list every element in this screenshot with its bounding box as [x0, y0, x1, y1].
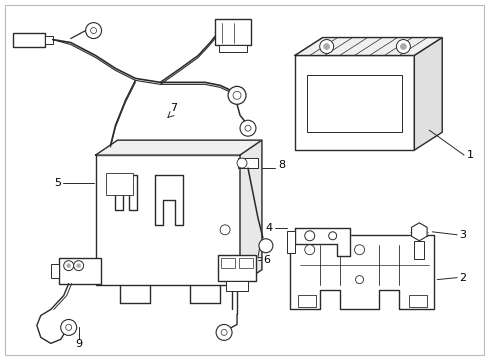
- Circle shape: [244, 125, 250, 131]
- Bar: [306, 75, 402, 132]
- Bar: [215, 19, 250, 45]
- Bar: [413, 241, 424, 259]
- Circle shape: [355, 276, 363, 284]
- Polygon shape: [240, 140, 262, 285]
- Circle shape: [319, 40, 333, 54]
- Bar: [297, 294, 315, 306]
- Polygon shape: [289, 235, 433, 310]
- Circle shape: [240, 120, 255, 136]
- Circle shape: [77, 264, 81, 268]
- Bar: [408, 294, 427, 306]
- Circle shape: [328, 232, 336, 240]
- Circle shape: [85, 23, 102, 39]
- Circle shape: [63, 261, 74, 271]
- Polygon shape: [155, 175, 183, 225]
- Bar: [238, 158, 258, 168]
- Text: 8: 8: [277, 160, 285, 170]
- Text: 3: 3: [458, 230, 465, 240]
- Text: 1: 1: [466, 150, 473, 160]
- Polygon shape: [115, 175, 137, 210]
- Circle shape: [90, 28, 96, 33]
- Circle shape: [400, 44, 406, 50]
- Circle shape: [216, 324, 232, 340]
- Polygon shape: [411, 223, 426, 241]
- Text: 2: 2: [458, 273, 466, 283]
- Polygon shape: [294, 55, 413, 150]
- Circle shape: [237, 158, 246, 168]
- Circle shape: [323, 44, 329, 50]
- Bar: [59, 258, 101, 284]
- Bar: [51, 264, 59, 278]
- Polygon shape: [294, 228, 349, 256]
- Text: 4: 4: [265, 223, 272, 233]
- Text: 5: 5: [54, 178, 61, 188]
- Text: 9: 9: [75, 339, 82, 349]
- Bar: [219, 45, 246, 53]
- Circle shape: [233, 91, 241, 99]
- Bar: [286, 231, 294, 253]
- Circle shape: [220, 225, 229, 235]
- Circle shape: [227, 86, 245, 104]
- Bar: [218, 255, 255, 280]
- Circle shape: [65, 324, 72, 330]
- Circle shape: [304, 231, 314, 241]
- Text: 7: 7: [170, 103, 177, 113]
- Circle shape: [74, 261, 83, 271]
- Circle shape: [259, 239, 272, 253]
- Text: 6: 6: [263, 255, 269, 265]
- Bar: [105, 173, 133, 195]
- Polygon shape: [95, 155, 240, 285]
- Circle shape: [354, 245, 364, 255]
- Polygon shape: [95, 140, 262, 155]
- Bar: [221, 258, 235, 268]
- Bar: [13, 32, 45, 46]
- Bar: [45, 36, 53, 44]
- Circle shape: [221, 329, 226, 336]
- Circle shape: [304, 245, 314, 255]
- Circle shape: [66, 264, 71, 268]
- Polygon shape: [413, 37, 441, 150]
- Circle shape: [396, 40, 409, 54]
- Bar: [239, 258, 252, 268]
- Circle shape: [61, 319, 77, 336]
- Bar: [225, 280, 247, 291]
- Polygon shape: [294, 37, 441, 55]
- Circle shape: [413, 245, 424, 255]
